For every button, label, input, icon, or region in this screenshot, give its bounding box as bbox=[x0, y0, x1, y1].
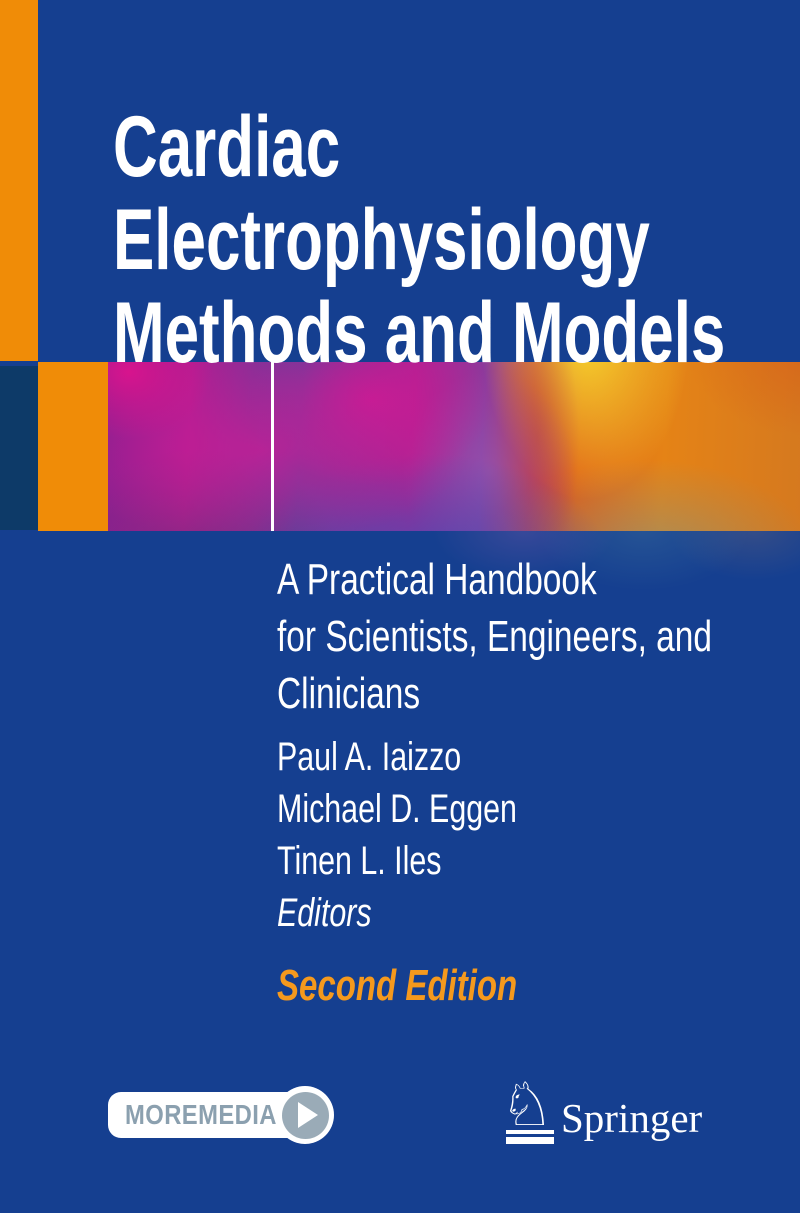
artwork-divider-line bbox=[271, 362, 274, 531]
book-title: Cardiac Electrophysiology Methods and Mo… bbox=[113, 101, 725, 380]
editor-name: Paul A. Iaizzo bbox=[277, 735, 462, 779]
subtitle-line: A Practical Handbook bbox=[277, 555, 597, 604]
title-line: Electrophysiology bbox=[113, 192, 650, 288]
orange-side-bar bbox=[38, 362, 108, 531]
edition-label: Second Edition bbox=[277, 961, 518, 1010]
subtitle-line: Clinicians bbox=[277, 669, 421, 718]
play-icon bbox=[298, 1102, 318, 1128]
editors-list: Paul A. Iaizzo Michael D. Eggen Tinen L.… bbox=[277, 731, 517, 939]
springer-logo-bar bbox=[506, 1130, 554, 1134]
springer-wordmark: Springer bbox=[561, 1095, 703, 1141]
orange-corner-block bbox=[0, 0, 38, 361]
editors-label: Editors bbox=[277, 891, 372, 935]
cover-artwork bbox=[108, 362, 800, 531]
subtitle-line: for Scientists, Engineers, and bbox=[277, 612, 712, 661]
title-line: Cardiac bbox=[113, 99, 341, 195]
book-subtitle: A Practical Handbook for Scientists, Eng… bbox=[277, 551, 712, 722]
springer-logo-bar bbox=[506, 1137, 554, 1144]
editor-name: Tinen L. Iles bbox=[277, 839, 442, 883]
navy-side-block bbox=[0, 366, 38, 530]
title-line: Methods and Models bbox=[113, 285, 726, 381]
play-icon-circle bbox=[281, 1091, 329, 1139]
moremedia-badge: MOREMEDIA bbox=[108, 1092, 304, 1138]
editor-name: Michael D. Eggen bbox=[277, 787, 517, 831]
moremedia-label: MOREMEDIA bbox=[125, 1099, 277, 1130]
moremedia-play-button bbox=[276, 1086, 334, 1144]
springer-horse-icon: ♘ bbox=[500, 1070, 554, 1140]
